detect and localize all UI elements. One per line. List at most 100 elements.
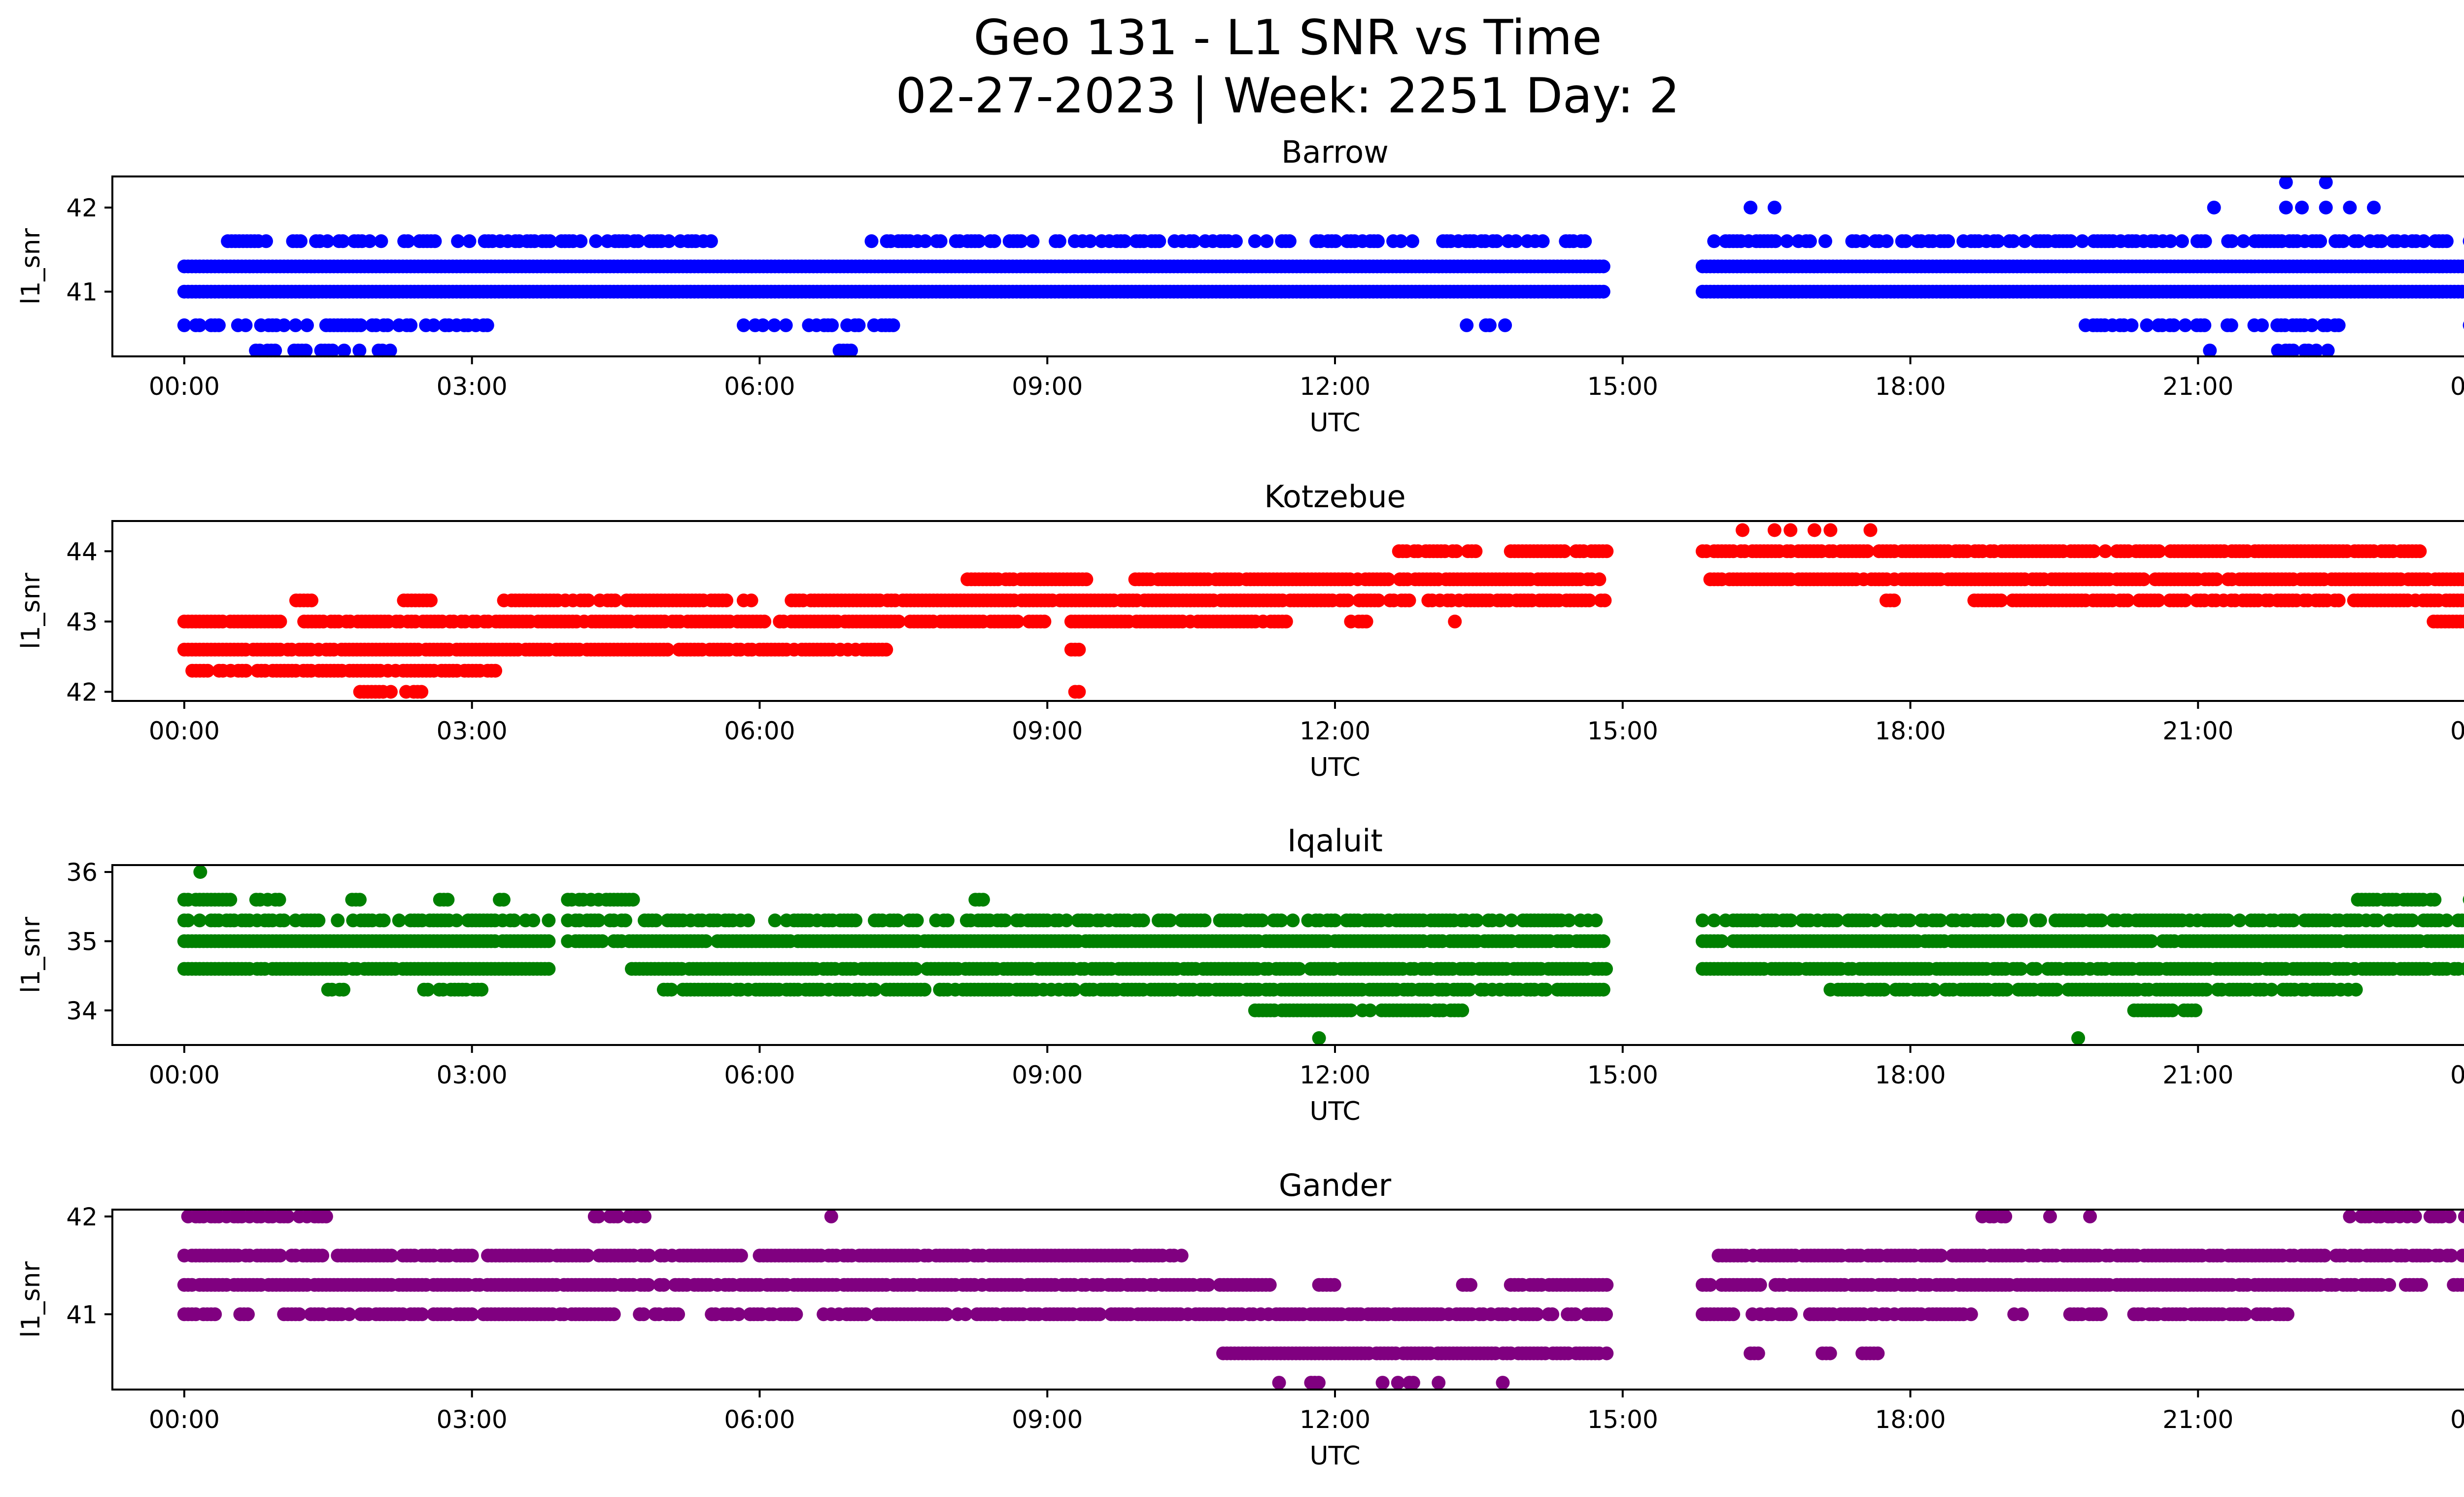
series-points — [177, 523, 2464, 699]
data-point — [2124, 318, 2138, 332]
data-point — [1887, 593, 1901, 607]
x-tick-label: 09:00 — [1012, 717, 1083, 745]
data-point — [223, 893, 237, 906]
data-point — [719, 593, 733, 607]
data-point — [2440, 234, 2454, 248]
data-point — [1498, 318, 1512, 332]
x-tick-label: 06:00 — [724, 717, 795, 745]
data-point — [2332, 593, 2346, 607]
data-point — [424, 593, 438, 607]
data-point — [2319, 201, 2333, 214]
data-point — [1736, 523, 1749, 537]
data-point — [1991, 913, 2005, 927]
data-point — [574, 234, 587, 248]
data-point — [1880, 234, 1894, 248]
data-point — [1597, 285, 1610, 299]
data-point — [463, 234, 477, 248]
data-point — [377, 913, 391, 927]
data-point — [2332, 318, 2346, 332]
data-point — [311, 913, 325, 927]
data-point — [1460, 318, 1473, 332]
data-point — [353, 893, 367, 906]
data-point — [887, 318, 900, 332]
data-point — [1941, 234, 1955, 248]
data-point — [1448, 615, 1462, 628]
x-tick-label: 06:00 — [724, 372, 795, 401]
data-point — [1483, 318, 1497, 332]
data-point — [1079, 572, 1093, 586]
data-point — [1371, 234, 1385, 248]
data-point — [305, 593, 318, 607]
data-point — [475, 983, 488, 997]
data-point — [741, 913, 755, 927]
series-points — [177, 865, 2464, 1045]
x-tick-label: 21:00 — [2162, 1061, 2233, 1089]
data-point — [976, 893, 990, 906]
data-point — [1600, 544, 1613, 558]
data-point — [259, 234, 273, 248]
data-point — [2428, 893, 2441, 906]
data-point — [1818, 234, 1832, 248]
data-point — [1198, 913, 1211, 927]
data-point — [2033, 913, 2047, 927]
data-point — [1026, 234, 1039, 248]
data-point — [352, 344, 366, 357]
data-point — [2175, 234, 2189, 248]
data-point — [865, 234, 879, 248]
x-tick-label: 18:00 — [1875, 717, 1946, 745]
data-point — [2197, 318, 2211, 332]
x-tick-label: 15:00 — [1587, 717, 1658, 745]
x-axis-label: UTC — [1309, 408, 1360, 438]
data-point — [2321, 344, 2335, 357]
data-point — [1469, 544, 1482, 558]
data-point — [337, 983, 350, 997]
data-point — [299, 344, 312, 357]
data-point — [1768, 201, 1781, 214]
data-point — [212, 318, 226, 332]
data-point — [941, 913, 955, 927]
x-tick-label: 03:00 — [437, 372, 508, 401]
data-point — [779, 318, 793, 332]
data-point — [1744, 201, 1757, 214]
y-tick-label: 34 — [66, 997, 98, 1025]
subplot-title: Kotzebue — [1264, 479, 1405, 515]
y-axis-label: l1_snr — [16, 228, 46, 305]
x-tick-label: 18:00 — [1875, 1061, 1946, 1089]
data-point — [1360, 615, 1373, 628]
data-point — [375, 234, 388, 248]
data-point — [300, 318, 314, 332]
data-point — [1260, 234, 1273, 248]
data-point — [384, 685, 398, 699]
data-point — [428, 234, 442, 248]
data-point — [745, 593, 758, 607]
data-point — [1283, 234, 1297, 248]
data-point — [239, 318, 253, 332]
data-point — [1279, 615, 1293, 628]
data-point — [1599, 962, 1613, 976]
data-point — [274, 615, 287, 628]
y-tick-label: 35 — [66, 927, 98, 956]
x-tick-label: 21:00 — [2162, 372, 2233, 401]
x-tick-label: 00:00 — [149, 372, 220, 401]
data-point — [825, 318, 839, 332]
y-axis-label: l1_snr — [16, 916, 46, 993]
data-point — [2071, 1031, 2085, 1045]
series-points — [177, 1210, 2464, 1390]
data-point — [757, 615, 771, 628]
y-tick-label: 42 — [66, 194, 98, 222]
x-tick-label: 12:00 — [1300, 372, 1370, 401]
data-point — [618, 913, 632, 927]
data-point — [480, 318, 494, 332]
data-point — [1592, 572, 1606, 586]
x-tick-label: 12:00 — [1300, 1061, 1370, 1089]
y-tick-label: 42 — [66, 678, 98, 706]
data-point — [918, 983, 931, 997]
x-tick-label: 21:00 — [2162, 717, 2233, 745]
data-point — [337, 344, 351, 357]
data-point — [1536, 234, 1550, 248]
data-point — [273, 893, 286, 906]
y-tick-label: 43 — [66, 608, 98, 636]
